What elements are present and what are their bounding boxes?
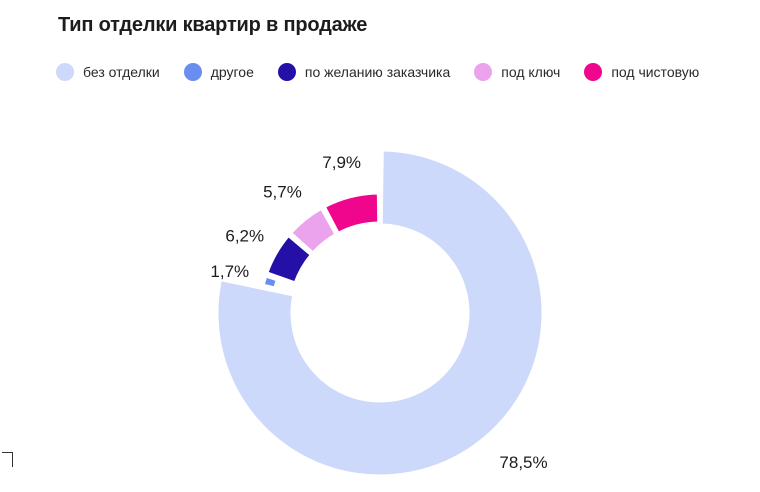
legend-item-pod-chistovuyu: под чистовую	[584, 63, 699, 81]
legend-item-drugoe: другое	[183, 63, 254, 81]
chart-legend: без отделки другое по желанию заказчика …	[56, 63, 723, 81]
slice-po-zhelaniyu	[265, 233, 313, 285]
data-label: 7,9%	[322, 153, 361, 172]
legend-label: по желанию заказчика	[304, 64, 451, 80]
legend-label: под чистовую	[611, 64, 700, 80]
corner-mark	[2, 452, 13, 467]
slice-pod-klyuch	[289, 206, 338, 255]
slice-pod-chistovuyu	[322, 191, 381, 235]
slice-drugoe	[261, 274, 279, 290]
legend-item-bez-otdelki: без отделки	[56, 63, 160, 81]
legend-swatch	[474, 63, 493, 81]
legend-item-po-zhelaniyu: по желанию заказчика	[277, 63, 451, 81]
legend-label: без отделки	[83, 64, 160, 80]
legend-label: под ключ	[501, 64, 561, 80]
data-label: 6,2%	[225, 226, 264, 245]
data-label: 5,7%	[263, 182, 302, 201]
legend-swatch	[277, 63, 296, 81]
legend-swatch	[56, 63, 74, 81]
slice-bez-otdelki	[215, 148, 545, 478]
legend-label: другое	[210, 64, 254, 80]
data-label: 1,7%	[210, 262, 249, 281]
data-label: 78,5%	[499, 453, 547, 472]
legend-swatch	[183, 63, 202, 81]
legend-swatch	[584, 63, 603, 81]
chart-title: Тип отделки квартир в продаже	[58, 14, 368, 36]
legend-item-pod-klyuch: под ключ	[474, 63, 560, 81]
